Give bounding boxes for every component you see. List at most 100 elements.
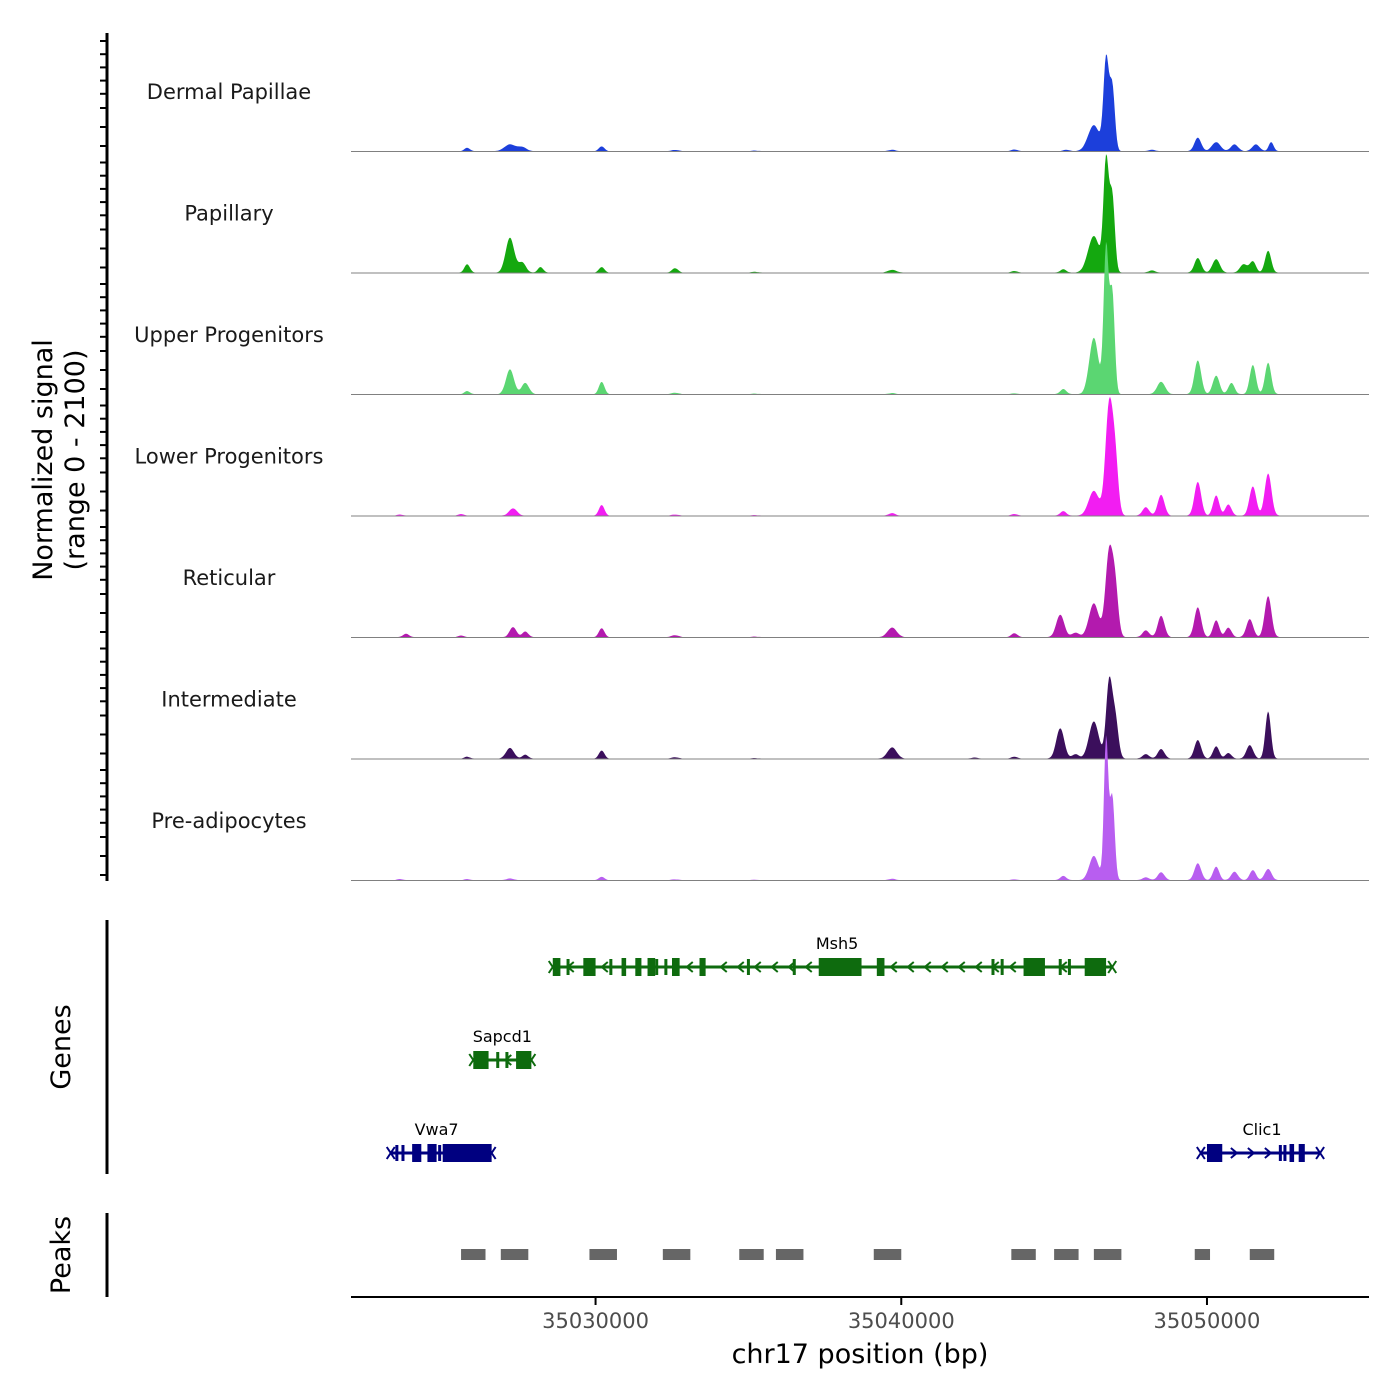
track-label-dermal-papillae: Dermal Papillae <box>147 80 311 104</box>
y-axis-title-line1: Normalized signal <box>28 339 59 581</box>
x-tick-label: 35030000 <box>542 1309 649 1333</box>
track-reticular: Reticular <box>183 544 1369 638</box>
gene-exon-tick <box>1067 959 1071 975</box>
track-papillary: Papillary <box>184 154 1369 274</box>
gene-exon <box>1023 958 1045 976</box>
track-label-papillary: Papillary <box>184 202 273 226</box>
peak-region <box>500 1249 529 1260</box>
strand-arrow <box>1247 1147 1256 1159</box>
strand-arrow <box>906 961 915 973</box>
signal-area-pre-adipocytes <box>351 735 1369 881</box>
strand-arrow <box>940 961 949 973</box>
gene-annotations: Msh5 Sapcd1 Vwa7 Clic1 <box>385 934 1325 1162</box>
signal-area-upper-progenitors <box>351 241 1369 395</box>
strand-arrow <box>685 961 694 973</box>
x-axis-title: chr17 position (bp) <box>732 1339 989 1370</box>
gene-exon <box>583 958 596 976</box>
peak-region <box>739 1249 764 1260</box>
strand-arrow <box>974 961 983 973</box>
track-label-intermediate: Intermediate <box>161 688 297 712</box>
gene-exon-tick <box>609 959 613 975</box>
gene-exon-tick <box>1211 1145 1215 1161</box>
gene-exon-tick <box>496 1052 500 1068</box>
gene-exon <box>1298 1144 1305 1162</box>
strand-arrow <box>991 961 1000 973</box>
peak-region <box>1194 1249 1211 1260</box>
gene-exon <box>1289 1144 1295 1162</box>
gene-end-cap <box>1315 1146 1325 1160</box>
strand-arrow <box>787 961 796 973</box>
gene-exon <box>635 958 642 976</box>
strand-arrow <box>753 961 762 973</box>
gene-exon <box>621 958 627 976</box>
track-dermal-papillae: Dermal Papillae <box>147 54 1369 152</box>
strand-arrow <box>1264 1147 1273 1159</box>
gene-exon-tick <box>438 1145 442 1161</box>
gene-exon <box>1206 1144 1223 1162</box>
signal-area-intermediate <box>351 676 1369 759</box>
peak-region <box>461 1249 486 1260</box>
genes-track-title: Genes <box>46 1004 77 1089</box>
gene-exon-tick <box>1283 1145 1287 1161</box>
gene-exon-tick <box>401 1145 405 1161</box>
signal-area-dermal-papillae <box>351 54 1369 152</box>
gene-exon <box>427 1144 437 1162</box>
gene-exon-tick <box>664 959 668 975</box>
peak-region <box>1054 1249 1079 1260</box>
gene-end-cap <box>468 1053 479 1067</box>
gene-label-msh5: Msh5 <box>816 934 858 953</box>
gene-msh5: Msh5 <box>547 934 1118 976</box>
gene-vwa7: Vwa7 <box>385 1120 497 1162</box>
gene-end-cap <box>547 960 558 974</box>
gene-exon-tick <box>655 959 659 975</box>
gene-exon <box>552 958 561 976</box>
gene-end-cap <box>1196 1146 1206 1160</box>
peak-region <box>1249 1249 1275 1260</box>
gene-exon <box>671 958 680 976</box>
gene-end-cap <box>385 1146 396 1160</box>
strand-arrow <box>889 961 898 973</box>
peak-region <box>873 1249 902 1260</box>
strand-arrow <box>503 1054 512 1066</box>
gene-sapcd1: Sapcd1 <box>468 1027 537 1069</box>
strand-arrow <box>770 961 779 973</box>
strand-arrow <box>957 961 966 973</box>
strand-arrow <box>1059 961 1068 973</box>
y-axis-title-line2: (range 0 - 2100) <box>60 350 91 571</box>
gene-end-cap <box>1107 960 1118 974</box>
gene-exon-tick <box>1278 1145 1282 1161</box>
peak-region <box>1093 1249 1122 1260</box>
x-tick-label: 35050000 <box>1154 1309 1261 1333</box>
peak-region <box>662 1249 691 1260</box>
gene-exon <box>647 958 656 976</box>
peak-regions <box>461 1249 1275 1260</box>
gene-exon <box>699 958 706 976</box>
gene-label-clic1: Clic1 <box>1242 1120 1281 1139</box>
track-label-pre-adipocytes: Pre-adipocytes <box>151 809 306 833</box>
gene-label-sapcd1: Sapcd1 <box>473 1027 532 1046</box>
gene-clic1: Clic1 <box>1196 1120 1325 1162</box>
gene-end-cap <box>526 1053 537 1067</box>
gene-label-vwa7: Vwa7 <box>415 1120 459 1139</box>
gene-exon <box>1084 958 1107 976</box>
track-label-lower-progenitors: Lower Progenitors <box>135 445 324 469</box>
gene-exon-tick <box>505 1052 509 1068</box>
gene-exon-tick <box>792 959 796 975</box>
track-upper-progenitors: Upper Progenitors <box>134 241 1369 395</box>
track-lower-progenitors: Lower Progenitors <box>135 396 1369 517</box>
gene-exon <box>876 958 885 976</box>
gene-exon-tick <box>395 1145 399 1161</box>
strand-arrow <box>1008 961 1017 973</box>
strand-arrow <box>736 961 745 973</box>
strand-arrow <box>719 961 728 973</box>
gene-exon <box>473 1051 489 1069</box>
signal-area-papillary <box>351 154 1369 273</box>
gene-exon <box>442 1144 492 1162</box>
strand-arrow <box>804 961 813 973</box>
track-intermediate: Intermediate <box>161 676 1369 760</box>
coverage-tracks: Dermal Papillae Papillary Upper Progenitor… <box>134 54 1369 881</box>
strand-arrow <box>923 961 932 973</box>
track-pre-adipocytes: Pre-adipocytes <box>151 735 1369 881</box>
gene-exon <box>516 1051 532 1069</box>
